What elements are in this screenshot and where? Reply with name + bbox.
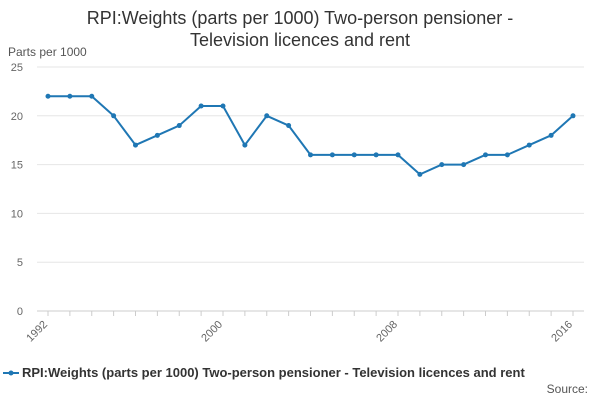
series-line [47,95,574,176]
data-point-2004 [308,152,313,158]
y-axis-label: Parts per 1000 [8,45,87,59]
x-tick-label-1992: 1992 [24,319,50,345]
data-point-1992 [45,93,51,99]
series-line-group [45,93,576,177]
data-point-2011 [461,162,467,168]
legend[interactable]: RPI:Weights (parts per 1000) Two-person … [3,365,525,380]
x-tick-label-2000: 2000 [199,319,225,345]
data-point-1994 [89,93,95,99]
data-point-2015 [548,132,554,138]
data-point-2016 [570,113,576,119]
data-point-2009 [417,171,423,177]
x-tick-label-2008: 2008 [374,319,400,345]
y-axis-ticks: 0 5 10 15 20 25 [11,62,23,318]
data-point-2010 [439,162,445,168]
data-point-2007 [373,152,379,158]
y-tick-label-10: 10 [11,208,23,220]
legend-marker-symbol [8,370,14,376]
data-point-1999 [198,103,204,109]
data-point-2013 [504,152,510,158]
data-point-2014 [526,142,532,148]
y-tick-label-20: 20 [11,111,23,123]
legend-label[interactable]: RPI:Weights (parts per 1000) Two-person … [22,365,525,380]
data-point-1993 [67,93,73,99]
gridlines [37,66,584,312]
data-point-2001 [242,142,248,148]
y-tick-label-25: 25 [11,62,23,74]
chart-title-line-2: Television licences and rent [190,30,410,50]
x-axis: 1992 2000 2008 2016 [24,311,575,344]
data-point-2012 [483,152,488,158]
y-tick-label-15: 15 [11,160,23,172]
data-point-1998 [176,123,182,129]
data-point-2002 [264,113,270,119]
data-point-1995 [111,113,117,119]
data-point-1997 [154,132,160,138]
data-point-2003 [286,123,292,129]
x-tick-label-2016: 2016 [549,319,575,345]
data-point-2008 [395,152,401,158]
data-point-1996 [133,142,138,148]
y-tick-label-5: 5 [17,257,23,269]
y-tick-label-0: 0 [17,306,23,318]
data-point-2006 [351,152,357,158]
data-point-2005 [329,152,335,158]
data-point-2000 [220,103,226,109]
source-label: Source: [547,382,588,396]
chart-title-line-1: RPI:Weights (parts per 1000) Two-person … [87,8,514,28]
